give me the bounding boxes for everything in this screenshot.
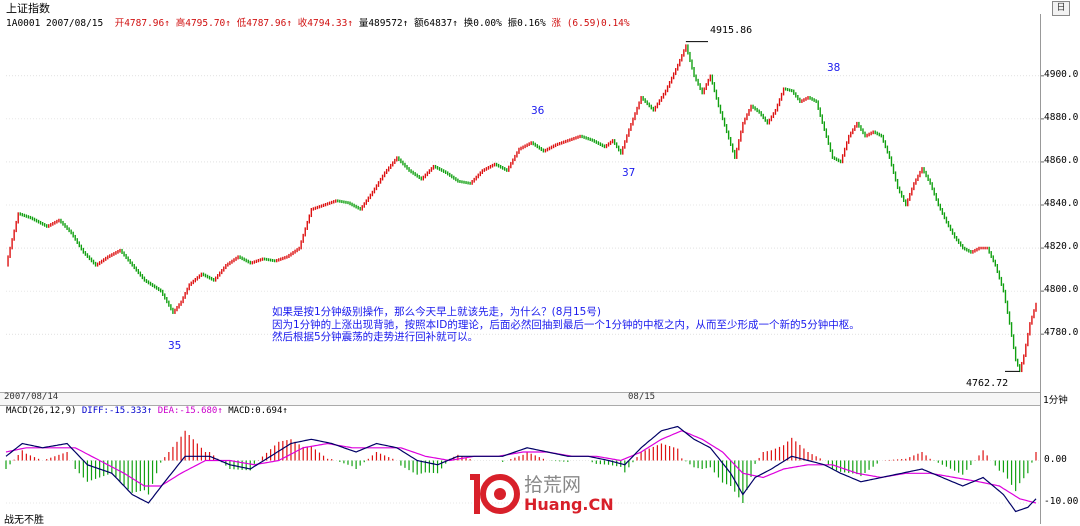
price-tick-label: 4820.0: [1044, 241, 1079, 253]
macd-info-bar: MACD(26,12,9) DIFF:-15.333↑ DEA:-15.680↑…: [6, 406, 288, 416]
macd-dea: DEA:-15.680: [157, 406, 218, 416]
macd-value: MACD:0.694: [228, 406, 283, 416]
volume-value: 489572: [368, 18, 403, 29]
up-arrow-icon: ↑: [347, 18, 354, 29]
volume-label: 量: [358, 18, 369, 29]
close-value: 4794.33: [307, 18, 348, 29]
change-value: (6.59)0.14%: [566, 18, 630, 29]
up-arrow-icon: ↑: [452, 18, 458, 29]
close-label: 收: [297, 18, 308, 29]
peak-marker: [685, 41, 1020, 372]
wave-label-36: 36: [531, 105, 545, 117]
footer-text: 战无不胜: [4, 515, 44, 526]
dea-line: [5, 430, 1037, 504]
price-tick-label: 4840.0: [1044, 198, 1079, 209]
trough-label: 4762.72: [966, 378, 1009, 389]
turnover-label: 换: [463, 18, 474, 29]
low-label: 低: [236, 18, 247, 29]
code-date: 1A0001 2007/08/15: [6, 18, 104, 29]
amplitude-value: 0.16%: [517, 18, 546, 29]
open-value: 4787.96: [124, 18, 165, 29]
macd-tick-label: 0.00: [1044, 453, 1067, 465]
macd-name: MACD(26,12,9): [6, 406, 77, 416]
price-tick-label: 4860.0: [1044, 154, 1079, 166]
quote-info-bar: 1A0001 2007/08/15 开4787.96↑ 高4795.70↑ 低4…: [6, 15, 630, 29]
restore-button[interactable]: 日: [1052, 1, 1070, 16]
logo-text-bottom: Huang.CN: [524, 495, 614, 514]
price-grid: [6, 75, 1044, 335]
macd-diff: DIFF:-15.333: [81, 406, 147, 416]
amount-value: 64837: [423, 18, 453, 29]
peak-label: 4915.86: [710, 25, 753, 36]
high-label: 高: [175, 18, 186, 29]
price-tick-label: 4900.0: [1044, 68, 1079, 80]
change-label: 涨: [551, 18, 561, 29]
window-title: 上证指数: [6, 2, 50, 15]
period-label[interactable]: 1分钟: [1043, 395, 1068, 406]
diff-line: [5, 425, 1037, 513]
amplitude-label: 振: [507, 18, 518, 29]
price-tick-label: 4880.0: [1044, 111, 1079, 123]
high-value: 4795.70: [185, 18, 226, 29]
wave-label-35: 35: [168, 340, 182, 352]
annotation-line-3: 然后根据5分钟震荡的走势进行回补就可以。: [272, 331, 479, 343]
up-arrow-icon: ↑: [402, 18, 409, 29]
annotation-line-2: 因为1分钟的上涨出现背驰，按照本ID的理论，后面必然回抽到最后一个1分钟的中枢之…: [272, 318, 860, 331]
annotation-line-1: 如果是按1分钟级别操作，那么今天早上就该先走，为什么？(8月15号): [272, 306, 601, 318]
amount-label: 额: [414, 18, 424, 29]
date-strip: [0, 392, 1040, 406]
macd-histogram: [5, 430, 1037, 503]
date-left: 2007/08/14: [4, 392, 59, 402]
price-tick-label: 4780.0: [1044, 327, 1079, 339]
wave-label-38: 38: [827, 62, 841, 74]
y-axis-line: [1040, 14, 1041, 524]
up-arrow-icon: ↑: [217, 406, 223, 416]
price-tick-label: 4800.0: [1044, 284, 1079, 296]
open-label: 开: [114, 18, 125, 29]
annotation-text: 如果是按1分钟级别操作，那么今天早上就该先走，为什么？(8月15号) 因为1分钟…: [272, 306, 860, 344]
up-arrow-icon: ↑: [225, 18, 232, 29]
price-candles: [7, 44, 1037, 373]
up-arrow-icon: ↑: [286, 18, 293, 29]
macd-lines: [5, 425, 1037, 513]
low-value: 4787.96: [246, 18, 287, 29]
up-arrow-icon: ↑: [282, 406, 288, 416]
logo-text-top: 拾荒网: [524, 474, 582, 496]
wave-label-37: 37: [622, 167, 636, 179]
macd-tick-label: -10.00: [1044, 496, 1079, 507]
up-arrow-icon: ↑: [146, 406, 153, 416]
turnover-value: 0.00%: [473, 18, 502, 29]
up-arrow-icon: ↑: [164, 18, 170, 29]
watermark-logo-icon: [470, 474, 520, 514]
date-mid: 08/15: [628, 392, 656, 402]
